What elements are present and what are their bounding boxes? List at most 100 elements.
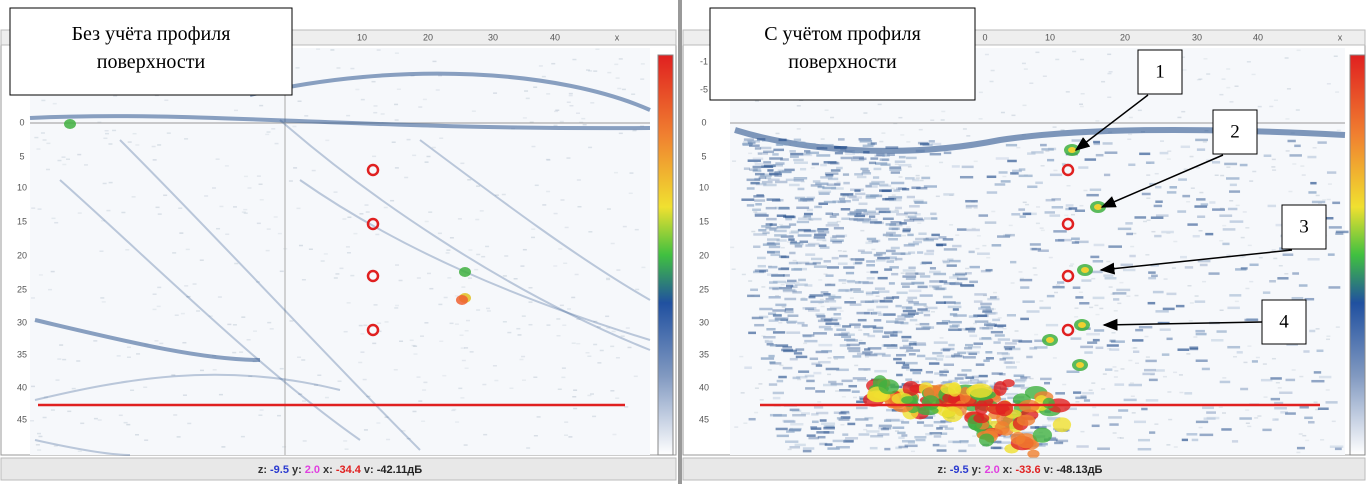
texture [796,348,805,351]
texture [970,266,980,269]
texture [762,181,773,184]
texture [979,375,988,378]
texture [855,193,865,196]
texture [978,214,988,217]
speckle [361,99,365,101]
speckle [196,310,200,312]
texture [1196,421,1208,424]
speckle [1247,426,1251,428]
speckle [597,362,601,364]
speckle [1186,201,1190,203]
speckle [919,129,923,131]
texture [841,217,850,220]
speckle [421,421,425,423]
speckle [481,256,485,258]
texture [798,229,811,232]
speckle [1056,284,1060,286]
x-tick-label: 30 [1192,32,1202,42]
texture [830,162,839,165]
marker-label: 2 [1230,121,1240,142]
texture [958,450,966,453]
texture [769,281,778,284]
speckle [1195,295,1199,297]
speckle [355,89,359,91]
texture [859,342,866,345]
texture [906,157,917,160]
speckle [466,320,470,322]
texture [881,428,889,431]
texture [1142,193,1151,196]
texture [1096,347,1104,350]
speckle [1235,85,1239,87]
speckle [610,390,614,392]
texture [924,314,930,317]
texture [874,222,884,225]
speckle [779,365,783,367]
speckle [428,211,432,213]
texture [1107,344,1119,347]
texture [869,219,878,222]
speckle [436,89,440,91]
speckle [1190,302,1194,304]
texture [893,358,902,361]
texture [902,275,916,278]
speckle [1132,233,1136,235]
speckle [1292,163,1296,165]
texture [755,269,768,272]
speckle [1248,245,1252,247]
texture [755,203,762,206]
speckle [842,396,846,398]
speckle [542,76,546,78]
texture [1181,146,1190,149]
texture [996,157,1009,160]
speckle [1062,384,1066,386]
speckle [840,424,844,426]
speckle [866,271,870,273]
speckle [1233,356,1237,358]
texture [1160,152,1169,155]
speckle [1138,110,1142,112]
speckle [748,153,752,155]
colorbar [658,55,673,455]
texture [1079,302,1089,305]
texture [1055,392,1065,395]
texture [892,426,904,429]
texture [1086,194,1098,197]
texture [1105,277,1117,280]
texture [885,256,896,259]
speckle [1274,99,1278,101]
speckle [1332,421,1336,423]
texture [940,445,947,448]
speckle [1292,369,1296,371]
speckle [569,95,573,97]
texture [892,252,906,255]
texture [879,425,892,428]
speckle [1287,88,1291,90]
texture [844,439,854,442]
hot-spot [975,400,988,415]
texture [1116,289,1130,292]
texture [830,215,837,218]
speckle [782,306,786,308]
texture [918,286,928,289]
texture [933,444,940,447]
texture [943,261,950,264]
texture [1227,346,1240,349]
texture [930,213,936,216]
texture [1044,382,1050,385]
texture [937,449,947,452]
speckle [629,193,633,195]
texture [747,179,761,182]
texture [1250,264,1259,267]
speckle [105,133,109,135]
texture [886,320,898,323]
texture [758,265,766,268]
speckle [221,446,225,448]
speckle [225,165,229,167]
texture [1184,392,1192,395]
speckle [1107,73,1111,75]
speckle [817,401,821,403]
speckle [1286,150,1290,152]
speckle [438,304,442,306]
speckle [546,191,550,193]
